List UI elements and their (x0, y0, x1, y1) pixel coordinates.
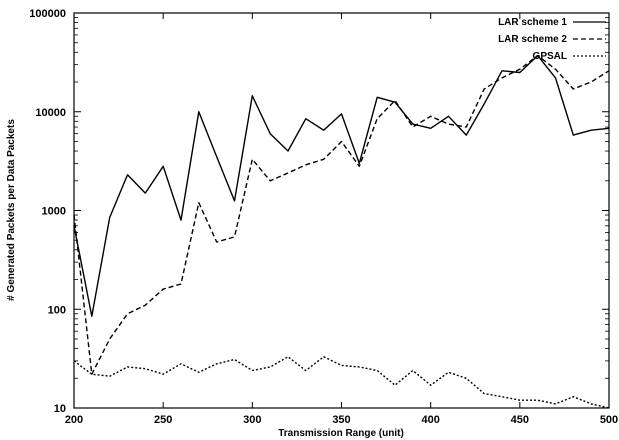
series-line-lar-scheme-1 (73, 54, 610, 317)
y-tick-label: 1000 (42, 206, 66, 218)
x-tick-label: 350 (332, 414, 350, 426)
x-tick-label: 450 (511, 414, 529, 426)
x-tick-label: 250 (154, 414, 172, 426)
x-tick-label: 300 (243, 414, 261, 426)
legend-label-lar-scheme-1: LAR scheme 1 (498, 17, 567, 28)
legend-label-gpsal: GPSAL (533, 51, 567, 62)
x-axis-label: Transmission Range (unit) (278, 428, 404, 439)
plot-frame (73, 12, 610, 409)
series-lines (73, 54, 610, 409)
y-axis-label: # Generated Packets per Data Packets (6, 119, 17, 301)
legend-label-lar-scheme-2: LAR scheme 2 (498, 34, 567, 45)
axis-ticks: 200 250 300 350 400 450 500 10 100 1000 10000 10000… (29, 8, 618, 426)
series-line-lar-scheme-2 (73, 54, 610, 375)
y-tick-label: 10 (54, 403, 66, 415)
y-tick-label: 10000 (35, 107, 66, 119)
x-tick-label: 400 (421, 414, 439, 426)
x-tick-label: 200 (65, 414, 83, 426)
series-line-gpsal (73, 356, 610, 409)
y-tick-label: 100000 (29, 8, 66, 20)
legend: LAR scheme 1 LAR scheme 2 GPSAL (498, 17, 606, 62)
y-tick-label: 100 (48, 304, 66, 316)
x-tick-label: 500 (600, 414, 618, 426)
